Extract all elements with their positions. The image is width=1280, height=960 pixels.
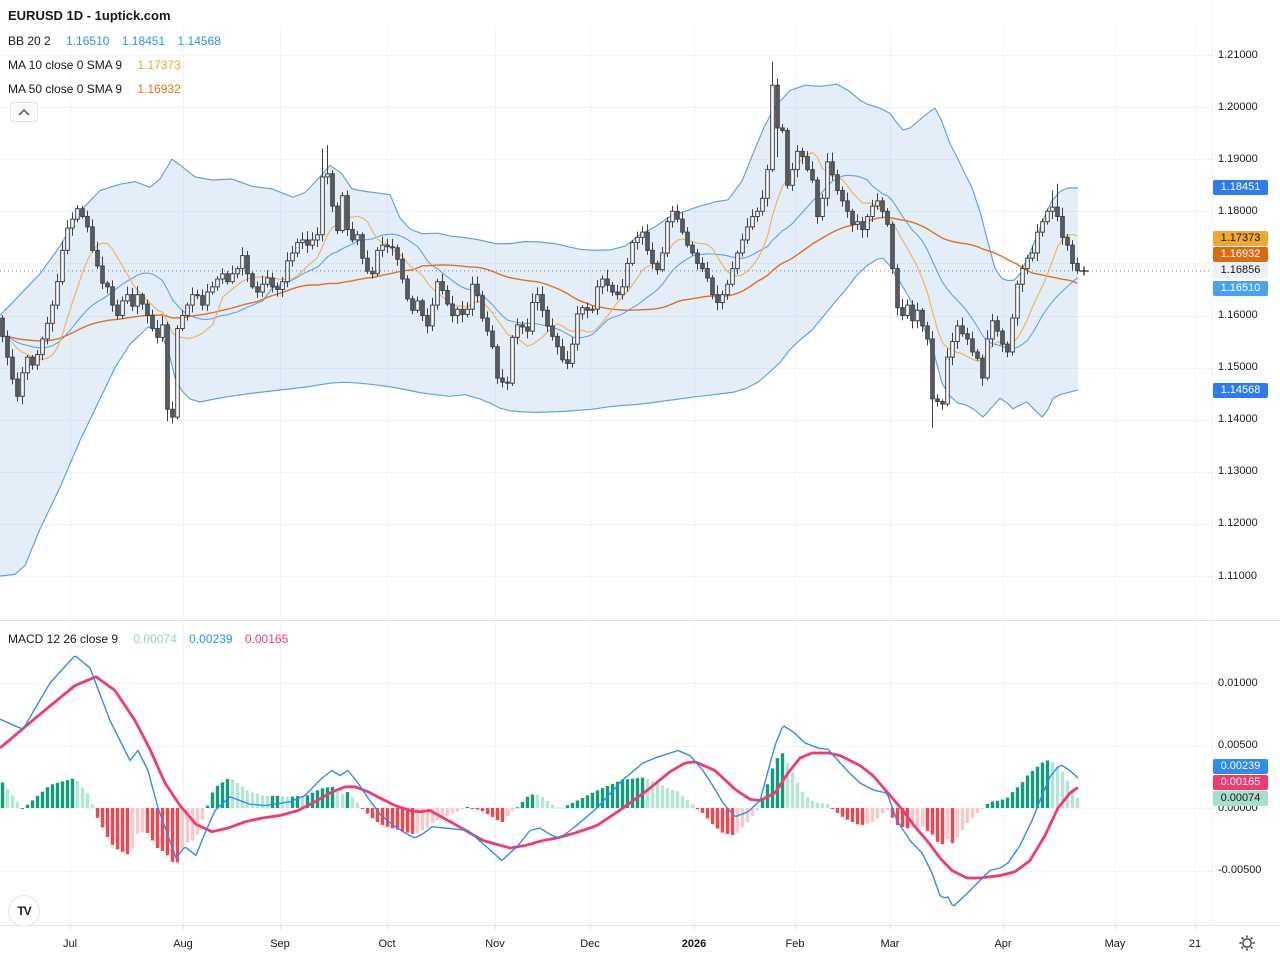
price-tick-label: 1.16000 [1218,309,1258,321]
macd-tick-label: -0.00500 [1218,864,1262,876]
time-axis-label: 21 [1188,938,1202,950]
price-tick-label: 1.11000 [1218,569,1257,582]
macd-badge-macd: 0.00239 [1213,759,1268,775]
ma50-label: MA 50 close 0 SMA 9 [8,82,123,96]
indicator-ma50[interactable]: MA 50 close 0 SMA 9 1.16932 [8,80,190,98]
settings-gear-icon[interactable] [1237,933,1257,953]
ma50-value: 1.16932 [137,82,181,96]
macd-line-value: 0.00239 [189,632,233,646]
time-axis-label: Nov [485,938,505,950]
price-tick-label: 1.18000 [1218,204,1258,217]
bb-upper-value: 1.18451 [121,34,166,48]
tradingview-logo[interactable]: TV [8,895,40,927]
time-axis-label: 2026 [681,938,707,950]
price-badge-bb-middle: 1.16510 [1213,281,1268,297]
price-tick-label: 1.21000 [1218,48,1258,61]
macd-hist-value: 0.00074 [133,632,177,646]
bb-basis-value: 1.16510 [66,34,110,48]
ma10-value: 1.17373 [137,58,181,72]
symbol-title[interactable]: EURUSD 1D - 1uptick.com [8,8,171,23]
indicator-bb[interactable]: BB 20 2 1.16510 1.18451 1.14568 [8,32,230,50]
macd-tick-label: 0.01000 [1218,676,1258,689]
bb-lower-value: 1.14568 [177,34,221,48]
price-tick-label: 1.20000 [1218,100,1258,113]
price-tick-label: 1.14000 [1218,413,1258,426]
macd-signal-value: 0.00165 [244,632,289,646]
time-axis-label: Apr [994,938,1012,950]
macd-badge-hist: 0.00074 [1213,791,1268,807]
time-axis-label: Sep [270,938,290,950]
bb-label: BB 20 2 [8,34,51,48]
collapse-panel-button[interactable] [10,102,38,122]
time-axis-label: May [1104,938,1126,950]
time-axis-label: Feb [785,938,805,950]
chevron-up-icon [18,108,30,116]
indicator-ma10[interactable]: MA 10 close 0 SMA 9 1.17373 [8,56,190,74]
ma10-label: MA 10 close 0 SMA 9 [8,58,123,72]
price-badge-ma50: 1.16932 [1213,247,1268,263]
price-badge-bb-lower: 1.14568 [1213,382,1268,398]
price-badge-ma10: 1.17373 [1213,231,1268,247]
price-tick-label: 1.13000 [1218,465,1258,478]
price-badge-last: 1.16856 [1213,263,1268,279]
price-tick-label: 1.15000 [1218,361,1258,374]
indicator-macd[interactable]: MACD 12 26 close 9 0.00074 0.00239 0.001… [8,630,297,648]
macd-tick-label: 0.00500 [1218,739,1258,751]
time-axis-label: Dec [580,938,600,950]
macd-label: MACD 12 26 close 9 [8,632,119,646]
time-axis-label: Mar [880,938,900,950]
time-axis-label: Jul [62,938,78,950]
legend-panel: EURUSD 1D - 1uptick.com BB 20 2 1.16510 … [8,6,221,122]
time-axis-label: Aug [173,938,193,950]
price-tick-label: 1.19000 [1218,152,1258,165]
price-badge-bb-upper: 1.18451 [1213,180,1268,196]
macd-badge-signal: 0.00165 [1213,775,1268,791]
time-axis-label: Oct [378,938,396,950]
price-tick-label: 1.12000 [1218,517,1258,530]
